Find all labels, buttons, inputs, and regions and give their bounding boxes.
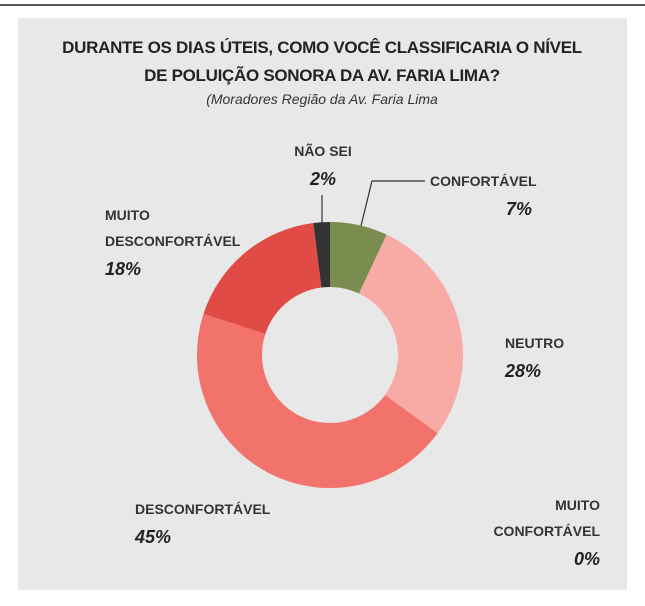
category-label: NÃO SEI [294, 143, 352, 159]
category-label: MUITO DESCONFORTÁVEL [105, 207, 241, 249]
value-label: 18% [105, 259, 142, 279]
panel [18, 18, 627, 590]
slice-label: MUITO CONFORTÁVEL 0% [480, 492, 600, 574]
top-rule [0, 4, 645, 6]
value-label: 45% [135, 527, 172, 547]
donut-slice [313, 222, 330, 288]
donut-slice [330, 222, 387, 294]
slice-label: NEUTRO 28% [505, 330, 585, 386]
value-label: 7% [505, 199, 532, 219]
slice-label: MUITO DESCONFORTÁVEL 18% [105, 202, 245, 284]
slice-label: DESCONFORTÁVEL 45% [135, 496, 295, 552]
chart-subtitle: (Moradores Região da Av. Faria Lima [206, 91, 438, 107]
slice-label: CONFORTÁVEL 7% [430, 168, 537, 224]
donut-slice [196, 313, 438, 489]
donut-slice [358, 234, 463, 434]
value-label: 28% [505, 361, 542, 381]
category-label: MUITO CONFORTÁVEL [493, 497, 600, 539]
category-label: DESCONFORTÁVEL [135, 501, 271, 517]
category-label: CONFORTÁVEL [430, 173, 537, 189]
value-label: 2% [309, 169, 336, 189]
value-label: 0% [573, 549, 600, 569]
slice-label: NÃO SEI 2% [288, 138, 358, 194]
chart-title: DURANTE OS DIAS ÚTEIS, COMO VOCÊ CLASSIF… [62, 38, 582, 85]
donut-slice [203, 223, 322, 334]
category-label: NEUTRO [505, 335, 565, 351]
leader-line [357, 180, 425, 239]
